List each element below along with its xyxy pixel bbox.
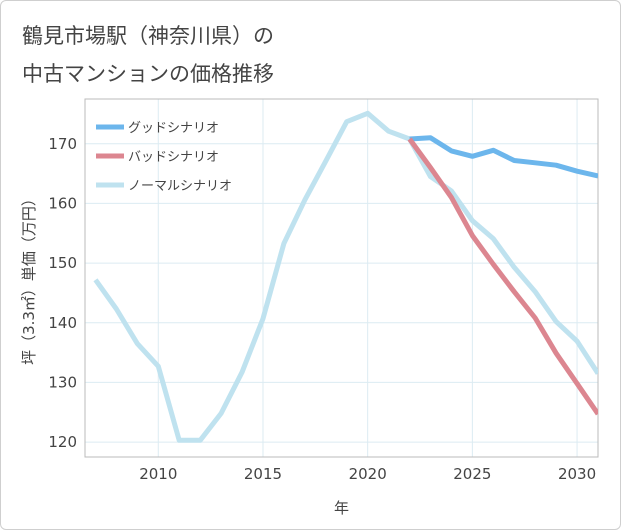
y-tick-label-130: 130 bbox=[48, 373, 77, 391]
y-tick-label-170: 170 bbox=[48, 135, 77, 153]
x-tick-label-2010: 2010 bbox=[139, 465, 177, 483]
plot-frame bbox=[84, 98, 599, 458]
series-line-good bbox=[409, 135, 598, 179]
x-tick-label-2015: 2015 bbox=[244, 465, 282, 483]
legend-label-good: グッドシナリオ bbox=[128, 121, 219, 136]
x-tick-label-2025: 2025 bbox=[453, 465, 491, 483]
x-axis-title: 年 bbox=[334, 499, 349, 517]
y-axis-title: 坪（3.3㎡）単価（万円） bbox=[20, 191, 38, 365]
y-tick-label-160: 160 bbox=[48, 194, 77, 212]
x-tick-label-2030: 2030 bbox=[558, 465, 596, 483]
y-tick-label-140: 140 bbox=[48, 314, 77, 332]
page-title: 鶴見市場駅（神奈川県）の 中古マンションの価格推移 bbox=[22, 17, 274, 93]
legend-label-bad: バッドシナリオ bbox=[128, 150, 219, 165]
y-tick-label-150: 150 bbox=[48, 254, 77, 272]
series-line-bad bbox=[407, 137, 598, 416]
series-line-normal bbox=[93, 110, 598, 443]
title-line-1: 鶴見市場駅（神奈川県）の bbox=[22, 24, 274, 48]
legend-label-normal: ノーマルシナリオ bbox=[128, 179, 232, 194]
x-tick-label-2020: 2020 bbox=[349, 465, 387, 483]
y-tick-label-120: 120 bbox=[48, 433, 77, 451]
title-line-2: 中古マンションの価格推移 bbox=[22, 62, 274, 86]
